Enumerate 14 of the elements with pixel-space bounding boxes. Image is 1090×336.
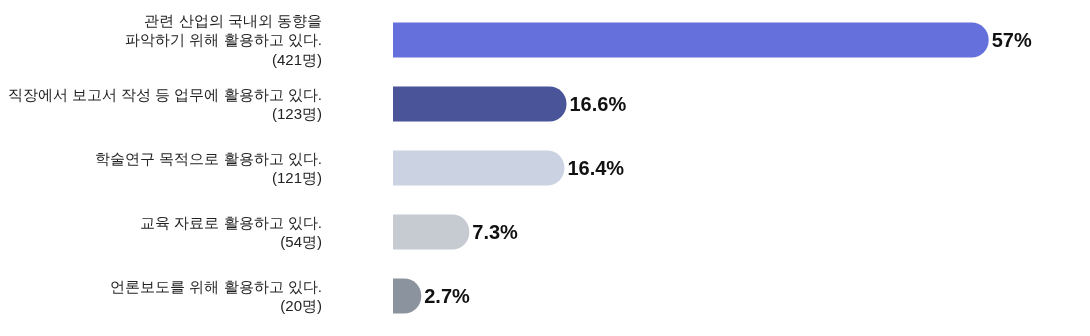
y-tick-label: 학술연구 목적으로 활용하고 있다. (121명) <box>95 149 322 186</box>
bar <box>393 86 567 122</box>
data-label: 2.7% <box>424 285 471 307</box>
y-tick-label: 언론보도를 위해 활용하고 있다. (20명) <box>110 277 322 314</box>
data-label: 7.3% <box>472 221 519 243</box>
data-label: 16.4% <box>567 157 625 179</box>
y-tick-label: 직장에서 보고서 작성 등 업무에 활용하고 있다. (123명) <box>7 85 322 122</box>
data-label: 57% <box>991 29 1032 51</box>
data-label: 16.6% <box>569 93 627 115</box>
bar <box>393 214 470 250</box>
y-tick-label: 교육 자료로 활용하고 있다. (54명) <box>140 213 322 250</box>
bar <box>393 150 565 186</box>
y-tick-label: 관련 산업의 국내외 동향을 파악하기 위해 활용하고 있다. (421명) <box>125 11 322 68</box>
bar <box>393 22 989 58</box>
